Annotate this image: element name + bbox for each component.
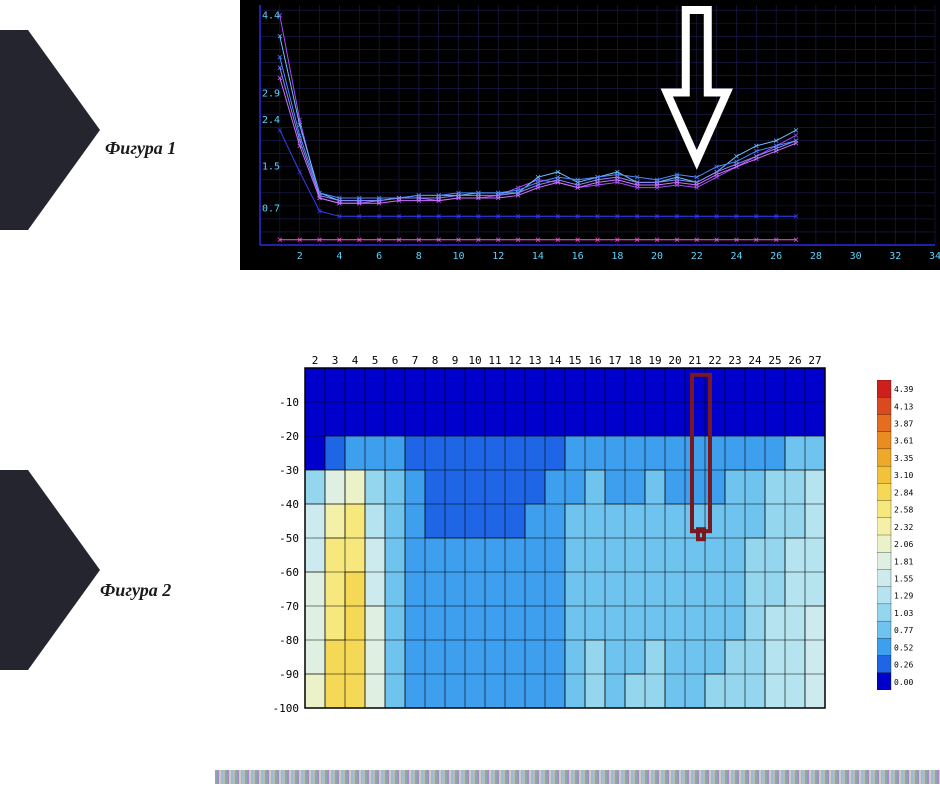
chart-1-line: 2468101214161820222426283032340.71.52.42… — [240, 0, 940, 270]
svg-text:8: 8 — [416, 251, 422, 262]
svg-text:14: 14 — [548, 354, 562, 367]
svg-text:-80: -80 — [279, 634, 299, 647]
svg-text:13: 13 — [528, 354, 541, 367]
svg-text:1.55: 1.55 — [894, 575, 913, 584]
svg-text:12: 12 — [508, 354, 521, 367]
svg-text:1.5: 1.5 — [262, 162, 280, 173]
figure-2-label: Фигура 2 — [100, 580, 171, 601]
svg-text:27: 27 — [808, 354, 821, 367]
svg-text:17: 17 — [608, 354, 621, 367]
chevron-1 — [0, 30, 100, 230]
svg-text:3: 3 — [332, 354, 339, 367]
svg-text:1.03: 1.03 — [894, 609, 913, 618]
svg-text:2.58: 2.58 — [894, 506, 913, 515]
svg-text:14: 14 — [532, 251, 544, 262]
svg-text:2.32: 2.32 — [894, 523, 913, 532]
svg-text:4.13: 4.13 — [894, 402, 913, 411]
svg-text:4.4: 4.4 — [262, 10, 280, 21]
svg-text:22: 22 — [691, 251, 703, 262]
svg-text:10: 10 — [468, 354, 481, 367]
svg-text:3.35: 3.35 — [894, 454, 913, 463]
svg-text:0.00: 0.00 — [894, 678, 913, 687]
svg-text:1.81: 1.81 — [894, 557, 913, 566]
svg-text:-50: -50 — [279, 532, 299, 545]
svg-text:20: 20 — [651, 251, 663, 262]
svg-text:26: 26 — [770, 251, 782, 262]
svg-text:-60: -60 — [279, 566, 299, 579]
svg-text:10: 10 — [453, 251, 465, 262]
svg-text:2.06: 2.06 — [894, 540, 913, 549]
svg-text:18: 18 — [611, 251, 623, 262]
svg-text:20: 20 — [668, 354, 681, 367]
svg-text:-10: -10 — [279, 396, 299, 409]
svg-text:28: 28 — [810, 251, 822, 262]
svg-text:0.52: 0.52 — [894, 643, 913, 652]
svg-text:34: 34 — [929, 251, 940, 262]
svg-text:4: 4 — [352, 354, 359, 367]
chart-2-heatmap: 2345678910111213141516171819202122232425… — [265, 350, 835, 720]
svg-text:-90: -90 — [279, 668, 299, 681]
svg-text:1.29: 1.29 — [894, 592, 913, 601]
svg-text:-20: -20 — [279, 430, 299, 443]
svg-text:25: 25 — [768, 354, 781, 367]
svg-text:-30: -30 — [279, 464, 299, 477]
svg-text:15: 15 — [568, 354, 581, 367]
svg-text:6: 6 — [392, 354, 399, 367]
svg-text:2.4: 2.4 — [262, 115, 280, 126]
svg-text:5: 5 — [372, 354, 379, 367]
svg-text:3.87: 3.87 — [894, 420, 913, 429]
svg-text:18: 18 — [628, 354, 641, 367]
svg-text:0.77: 0.77 — [894, 626, 913, 635]
svg-text:6: 6 — [376, 251, 382, 262]
svg-text:26: 26 — [788, 354, 801, 367]
svg-text:21: 21 — [688, 354, 701, 367]
svg-text:7: 7 — [412, 354, 419, 367]
svg-text:3.61: 3.61 — [894, 437, 913, 446]
svg-text:-70: -70 — [279, 600, 299, 613]
svg-text:4: 4 — [336, 251, 342, 262]
svg-text:0.26: 0.26 — [894, 661, 913, 670]
svg-text:3.10: 3.10 — [894, 471, 913, 480]
svg-text:19: 19 — [648, 354, 661, 367]
svg-text:16: 16 — [588, 354, 601, 367]
svg-text:23: 23 — [728, 354, 741, 367]
figure-1-label: Фигура 1 — [105, 138, 176, 159]
svg-text:16: 16 — [572, 251, 584, 262]
svg-text:11: 11 — [488, 354, 501, 367]
svg-text:32: 32 — [889, 251, 901, 262]
svg-text:2: 2 — [312, 354, 319, 367]
svg-text:2: 2 — [297, 251, 303, 262]
svg-text:2.84: 2.84 — [894, 488, 913, 497]
svg-text:24: 24 — [748, 354, 762, 367]
svg-text:22: 22 — [708, 354, 721, 367]
chevron-2 — [0, 470, 100, 670]
svg-text:30: 30 — [850, 251, 862, 262]
svg-text:12: 12 — [492, 251, 504, 262]
svg-text:9: 9 — [452, 354, 459, 367]
chart-2-legend: 4.39 4.13 3.87 3.61 3.35 3.10 2.84 2.58 2.32 2.06… — [877, 380, 922, 690]
svg-text:-100: -100 — [273, 702, 300, 715]
svg-text:8: 8 — [432, 354, 439, 367]
svg-text:2.9: 2.9 — [262, 89, 280, 100]
svg-text:-40: -40 — [279, 498, 299, 511]
svg-text:0.7: 0.7 — [262, 203, 280, 214]
noise-bar — [215, 770, 940, 784]
svg-text:4.39: 4.39 — [894, 385, 913, 394]
svg-text:24: 24 — [730, 251, 742, 262]
